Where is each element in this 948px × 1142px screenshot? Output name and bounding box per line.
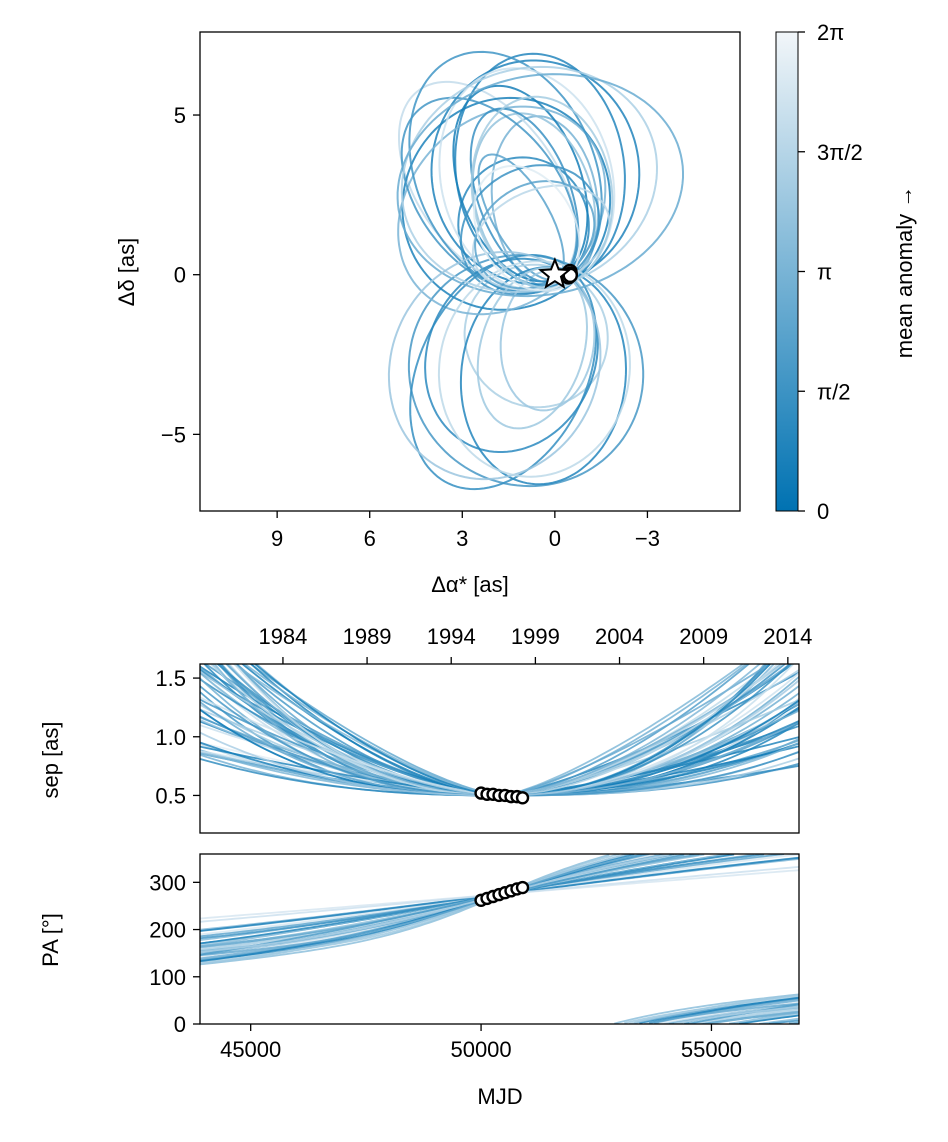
orbit-path xyxy=(459,266,628,486)
colorbar: 0 π/2 π 3π/2 2π mean anomaly → xyxy=(775,20,917,524)
x-tick-label: 45000 xyxy=(220,1037,281,1062)
x-tick-label: 3 xyxy=(456,526,468,551)
x-tick-label: 0 xyxy=(549,526,561,551)
colorbar-tick-label: 3π/2 xyxy=(817,140,863,165)
y-tick-label: 0 xyxy=(174,263,186,288)
colorbar-tick-label: 0 xyxy=(817,499,829,524)
orbit-plot-frame xyxy=(199,31,741,512)
top-year-label: 2014 xyxy=(763,624,812,649)
y-tick-label: 5 xyxy=(174,103,186,128)
pa-track xyxy=(200,854,799,1024)
y-tick-label: 1.0 xyxy=(155,725,186,750)
sep-plot-frame xyxy=(199,663,800,834)
orbit-y-label: Δδ [as] xyxy=(114,238,139,307)
x-tick-label: −3 xyxy=(635,526,660,551)
y-tick-label: 0 xyxy=(174,1012,186,1037)
orbit-path xyxy=(409,253,598,491)
top-year-label: 1994 xyxy=(427,624,476,649)
orbit-path xyxy=(396,73,684,298)
star-marker xyxy=(538,256,572,290)
pa-x-label: MJD xyxy=(477,1084,522,1109)
sep-y-label: sep [as] xyxy=(38,721,63,798)
sep-observations xyxy=(474,786,530,805)
pa-track xyxy=(200,854,799,1024)
orbit-plot-axes: 9 6 3 0 −3 5 0 −5 xyxy=(161,103,660,551)
y-tick-label: 200 xyxy=(149,918,186,943)
pa-lines xyxy=(200,854,799,1024)
x-tick-label: 9 xyxy=(271,526,283,551)
orbit-path xyxy=(438,67,616,293)
colorbar-axis: 0 π/2 π 3π/2 2π xyxy=(798,20,863,524)
sep-plot-axes: 0.5 1.0 1.5 1984 1989 1994 1999 2004 2009 2014 xyxy=(155,624,812,808)
top-year-label: 1989 xyxy=(343,624,392,649)
y-tick-label: 0.5 xyxy=(155,783,186,808)
top-year-label: 2009 xyxy=(679,624,728,649)
colorbar-tick-label: π/2 xyxy=(817,379,851,404)
x-tick-label: 6 xyxy=(364,526,376,551)
pa-y-label: PA [°] xyxy=(38,913,63,967)
pa-track xyxy=(200,854,799,1024)
orbit-path xyxy=(401,96,612,311)
sep-plot: 0.5 1.0 1.5 1984 1989 1994 1999 2004 2009 2014 se… xyxy=(38,624,812,834)
orbit-lines xyxy=(387,50,684,491)
observation-point xyxy=(515,880,530,895)
x-tick-label: 50000 xyxy=(450,1037,511,1062)
colorbar-gradient xyxy=(775,31,799,512)
observation-point xyxy=(515,791,530,805)
y-tick-label: 1.5 xyxy=(155,666,186,691)
top-year-label: 1984 xyxy=(258,624,307,649)
y-tick-label: 300 xyxy=(149,870,186,895)
pa-track xyxy=(200,854,799,1024)
orbit-x-label: Δα* [as] xyxy=(431,572,509,597)
pa-plot: 0 100 200 300 45000 50000 55000 MJD PA [°] xyxy=(38,853,800,1109)
colorbar-tick-label: 2π xyxy=(817,20,844,45)
pa-observations xyxy=(474,880,530,907)
colorbar-label: mean anomaly → xyxy=(892,186,917,358)
pa-track xyxy=(200,854,799,1024)
y-tick-label: 100 xyxy=(149,965,186,990)
pa-plot-axes: 0 100 200 300 45000 50000 55000 xyxy=(149,870,742,1062)
orbit-observations xyxy=(560,263,578,285)
pa-plot-frame xyxy=(199,853,800,1025)
y-tick-label: −5 xyxy=(161,422,186,447)
orbit-plot: 9 6 3 0 −3 5 0 −5 Δα* [as] Δδ [as] xyxy=(114,31,741,597)
pa-track xyxy=(200,854,799,1024)
top-year-label: 2004 xyxy=(595,624,644,649)
x-tick-label: 55000 xyxy=(681,1037,742,1062)
colorbar-tick-label: π xyxy=(817,260,832,285)
top-year-label: 1999 xyxy=(511,624,560,649)
